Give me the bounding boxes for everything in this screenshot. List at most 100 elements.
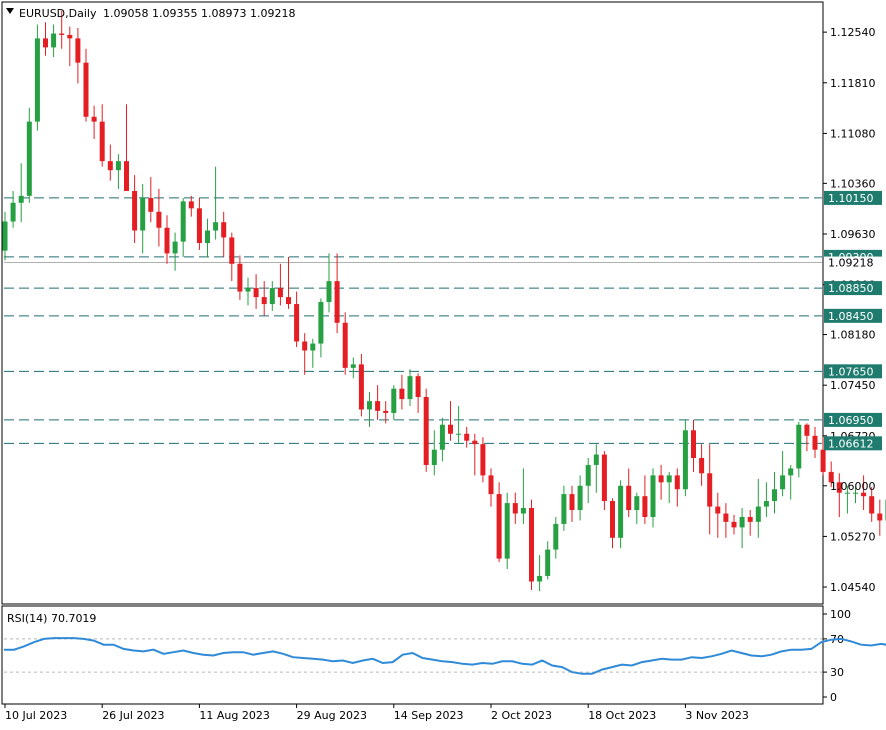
candle-bearish[interactable] [254,288,259,297]
candle-bullish[interactable] [432,450,437,465]
candle-bullish[interactable] [440,425,445,450]
candle-bearish[interactable] [148,198,153,212]
candle-bearish[interactable] [723,514,728,522]
candle-bearish[interactable] [821,450,826,472]
candle-bullish[interactable] [772,489,777,501]
candle-bearish[interactable] [497,494,502,559]
candle-bullish[interactable] [618,486,623,538]
candle-bearish[interactable] [108,161,113,170]
candle-bearish[interactable] [570,494,575,510]
candle-bullish[interactable] [11,203,16,222]
candle-bullish[interactable] [796,425,801,469]
candle-bearish[interactable] [626,486,631,510]
candle-bullish[interactable] [213,222,218,230]
candle-bearish[interactable] [156,212,161,228]
candle-bullish[interactable] [140,198,145,231]
candle-bullish[interactable] [408,376,413,399]
candle-bullish[interactable] [173,242,178,254]
candle-bearish[interactable] [221,222,226,237]
candle-bearish[interactable] [480,444,485,475]
candle-bullish[interactable] [246,288,251,291]
candle-bearish[interactable] [715,507,720,514]
candle-bearish[interactable] [513,503,518,513]
candle-bearish[interactable] [124,161,129,191]
candle-bullish[interactable] [19,196,24,203]
candle-bearish[interactable] [59,34,64,35]
candle-bearish[interactable] [92,117,97,122]
candle-bullish[interactable] [634,496,639,510]
candle-bearish[interactable] [43,38,48,47]
candle-bullish[interactable] [367,401,372,409]
candle-bearish[interactable] [869,496,874,513]
candle-bearish[interactable] [602,455,607,501]
candle-bullish[interactable] [318,302,323,344]
candle-bullish[interactable] [270,288,275,304]
candle-bearish[interactable] [877,514,882,521]
candle-bearish[interactable] [464,434,469,441]
candle-bearish[interactable] [375,401,380,411]
candle-bearish[interactable] [489,475,494,494]
candle-bearish[interactable] [529,508,534,582]
candle-bearish[interactable] [642,496,647,517]
candle-bearish[interactable] [67,35,72,38]
candle-bearish[interactable] [294,304,299,341]
candle-bearish[interactable] [748,517,753,522]
candle-bullish[interactable] [35,38,40,121]
candle-bearish[interactable] [691,430,696,458]
candle-bullish[interactable] [351,364,356,367]
candle-bearish[interactable] [472,441,477,444]
candle-bullish[interactable] [545,550,550,576]
candle-bullish[interactable] [788,468,793,475]
candle-bullish[interactable] [756,507,761,522]
candle-bullish[interactable] [3,221,8,250]
candle-bearish[interactable] [302,341,307,350]
candle-bearish[interactable] [75,38,80,62]
candle-bullish[interactable] [667,475,672,482]
candle-bearish[interactable] [189,201,194,208]
candle-bullish[interactable] [537,576,542,582]
candle-bearish[interactable] [165,228,170,254]
candle-bearish[interactable] [699,458,704,473]
candle-bullish[interactable] [456,434,461,435]
candle-bullish[interactable] [594,455,599,465]
candle-bullish[interactable] [578,486,583,510]
candle-bearish[interactable] [610,501,615,538]
candle-bearish[interactable] [732,522,737,528]
candle-bearish[interactable] [262,297,267,304]
candle-bullish[interactable] [27,122,32,196]
candle-bullish[interactable] [116,161,121,170]
candle-bearish[interactable] [399,389,404,399]
candle-bearish[interactable] [278,288,283,297]
candle-bearish[interactable] [804,425,809,436]
candle-bearish[interactable] [343,323,348,368]
candle-bullish[interactable] [586,465,591,486]
candle-bearish[interactable] [359,364,364,409]
candle-bearish[interactable] [197,208,202,243]
candle-bullish[interactable] [553,524,558,550]
candle-bullish[interactable] [181,201,186,241]
candle-bearish[interactable] [659,475,664,482]
candle-bearish[interactable] [813,436,818,450]
candle-bearish[interactable] [448,425,453,434]
candle-bullish[interactable] [391,389,396,413]
candle-bullish[interactable] [853,493,858,494]
candle-bullish[interactable] [521,508,526,514]
candle-bearish[interactable] [132,191,137,231]
candle-bearish[interactable] [286,297,291,304]
candle-bullish[interactable] [764,501,769,507]
candle-bullish[interactable] [327,281,332,302]
candle-bearish[interactable] [416,376,421,397]
candle-bullish[interactable] [683,430,688,489]
candle-bullish[interactable] [51,34,56,48]
candle-bearish[interactable] [100,122,105,162]
candle-bearish[interactable] [335,281,340,323]
candle-bullish[interactable] [310,344,315,351]
candle-bullish[interactable] [780,475,785,489]
candle-bullish[interactable] [505,503,510,558]
candle-bullish[interactable] [651,475,656,517]
candle-bullish[interactable] [205,231,210,243]
candle-bearish[interactable] [237,264,242,292]
candle-bullish[interactable] [740,517,745,527]
candle-bearish[interactable] [861,493,866,496]
